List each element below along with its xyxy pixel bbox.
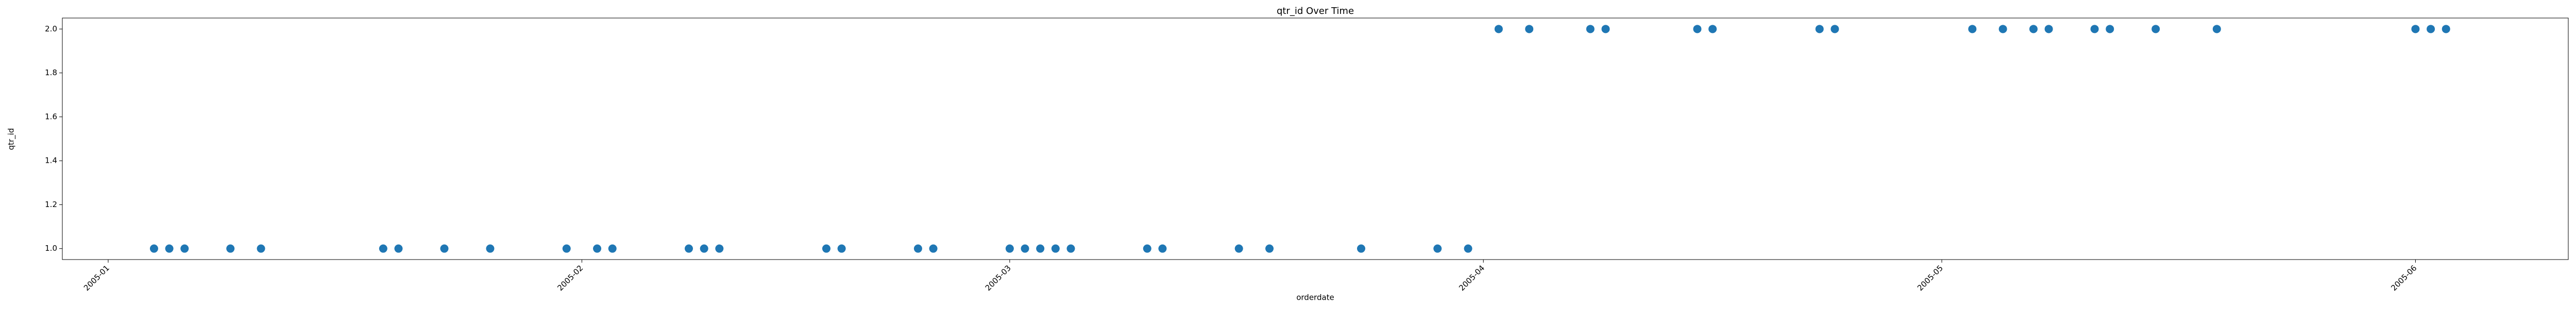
point xyxy=(180,244,189,253)
point xyxy=(2106,25,2114,33)
point xyxy=(608,244,617,253)
point xyxy=(700,244,708,253)
point xyxy=(822,244,831,253)
y-tick-label: 2.0 xyxy=(45,24,57,33)
point xyxy=(440,244,449,253)
plot-frame xyxy=(62,18,2569,260)
point xyxy=(257,244,265,253)
point xyxy=(1586,25,1595,33)
point xyxy=(2427,25,2435,33)
x-axis-label: orderdate xyxy=(1296,293,1334,302)
point xyxy=(1815,25,1824,33)
point xyxy=(1433,244,1442,253)
point xyxy=(2212,25,2221,33)
point xyxy=(1036,244,1045,253)
point xyxy=(1831,25,1839,33)
point xyxy=(1601,25,1610,33)
point xyxy=(837,244,846,253)
point xyxy=(2411,25,2420,33)
point xyxy=(1525,25,1534,33)
point xyxy=(1265,244,1274,253)
point xyxy=(1143,244,1151,253)
point xyxy=(1234,244,1243,253)
point xyxy=(1693,25,1702,33)
chart-title: qtr_id Over Time xyxy=(1277,6,1354,16)
point xyxy=(226,244,235,253)
point xyxy=(929,244,938,253)
y-tick-label: 1.4 xyxy=(45,156,57,165)
point xyxy=(715,244,724,253)
point xyxy=(1005,244,1014,253)
point xyxy=(2029,25,2038,33)
point xyxy=(1158,244,1167,253)
point xyxy=(486,244,495,253)
point xyxy=(685,244,693,253)
y-tick-label: 1.2 xyxy=(45,200,57,209)
y-tick-label: 1.8 xyxy=(45,68,57,77)
point xyxy=(1051,244,1060,253)
y-tick-label: 1.0 xyxy=(45,244,57,253)
point xyxy=(562,244,571,253)
point xyxy=(1357,244,1365,253)
point xyxy=(2151,25,2160,33)
point xyxy=(1998,25,2007,33)
point xyxy=(379,244,387,253)
point xyxy=(2044,25,2053,33)
point xyxy=(394,244,403,253)
point xyxy=(1968,25,1977,33)
point xyxy=(593,244,602,253)
y-axis-label: qtr_id xyxy=(7,128,16,150)
point xyxy=(1494,25,1503,33)
point xyxy=(1021,244,1029,253)
point xyxy=(1066,244,1075,253)
point xyxy=(1708,25,1717,33)
point xyxy=(165,244,174,253)
y-tick-label: 1.6 xyxy=(45,112,57,121)
point xyxy=(2090,25,2099,33)
point xyxy=(913,244,922,253)
point xyxy=(149,244,158,253)
point xyxy=(1464,244,1472,253)
point xyxy=(2442,25,2450,33)
